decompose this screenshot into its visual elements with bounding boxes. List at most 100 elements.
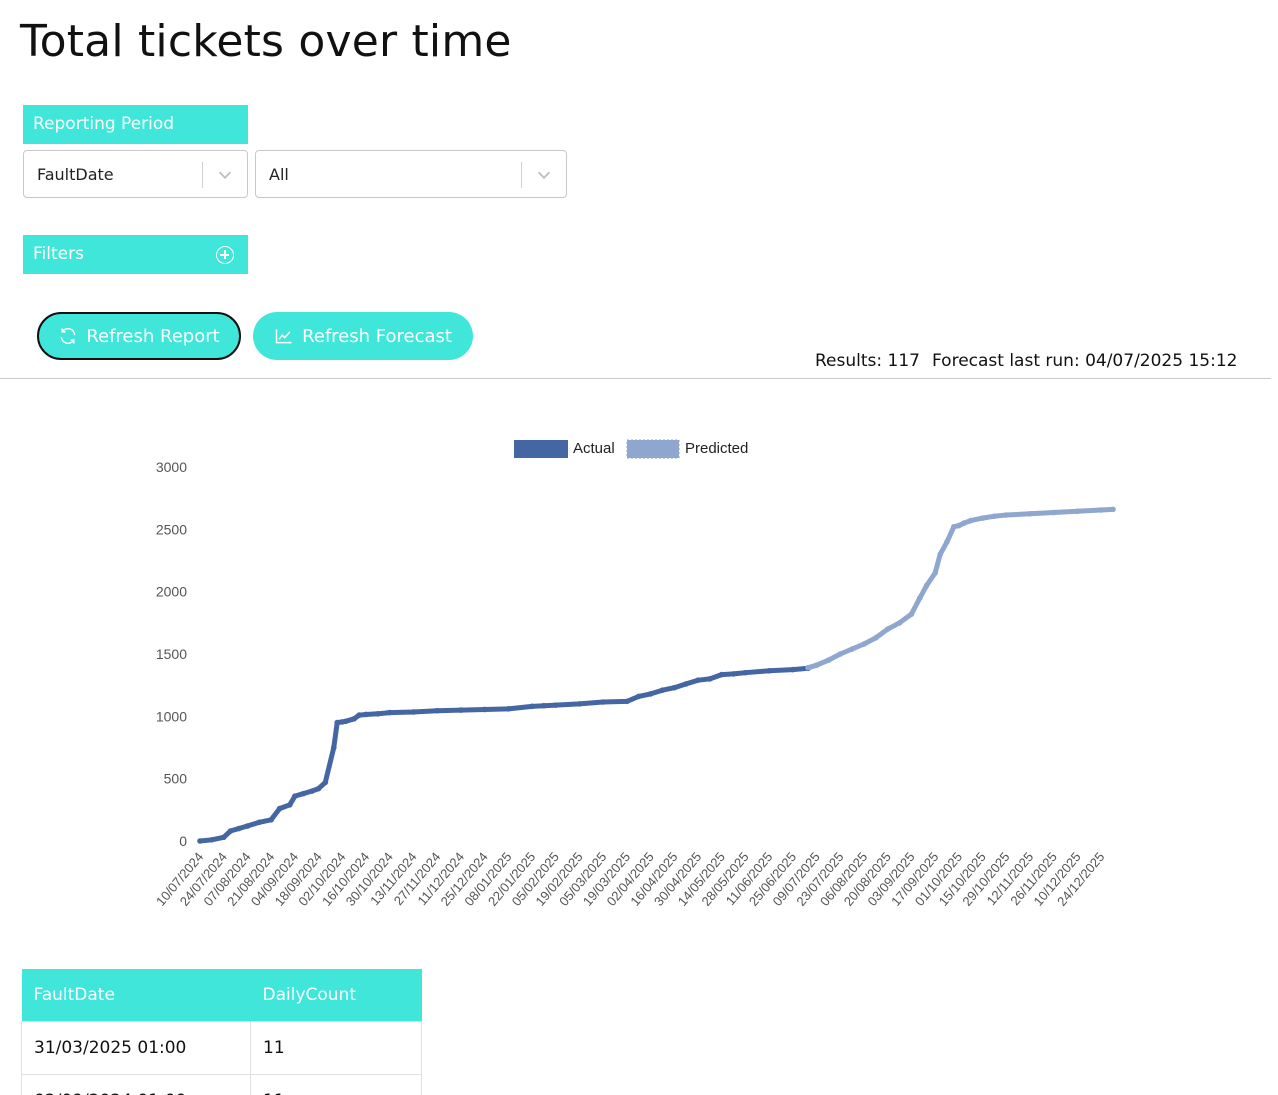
refresh-icon	[60, 327, 76, 345]
divider	[0, 378, 1271, 379]
refresh-report-label: Refresh Report	[86, 325, 220, 347]
data-point-predicted	[837, 651, 844, 657]
data-point-actual	[600, 699, 606, 705]
data-point-predicted	[979, 515, 986, 521]
data-point-actual	[363, 711, 369, 718]
data-point-actual	[434, 707, 440, 714]
data-point-actual	[276, 805, 283, 812]
data-point-predicted	[956, 522, 962, 529]
data-point-predicted	[884, 626, 891, 632]
data-point-actual	[386, 709, 393, 716]
chevron-down-icon[interactable]	[216, 166, 234, 184]
column-header-dailycount[interactable]: DailyCount	[250, 969, 422, 1021]
page-title: Total tickets over time	[20, 16, 512, 67]
data-point-actual	[356, 712, 363, 718]
y-tick-label: 500	[164, 771, 188, 787]
add-filter-icon[interactable]	[216, 246, 234, 264]
data-point-predicted	[1098, 507, 1104, 513]
data-point-actual	[315, 785, 322, 792]
refresh-report-button[interactable]: Refresh Report	[37, 312, 241, 360]
data-point-actual	[671, 684, 678, 691]
results-count: Results: 117	[815, 351, 920, 371]
series-line-predicted	[805, 506, 1116, 671]
data-point-actual	[742, 669, 749, 676]
data-point-actual	[659, 687, 666, 693]
data-point-actual	[300, 790, 307, 797]
trend-chart-icon	[275, 329, 292, 344]
data-point-actual	[351, 716, 357, 722]
y-tick-label: 2500	[156, 521, 187, 537]
table-cell-faultdate: 31/03/2025 01:00	[21, 1020, 251, 1075]
chevron-down-icon[interactable]	[535, 166, 553, 184]
table-row: 31/03/2025 01:00 11	[21, 1020, 422, 1075]
data-point-predicted	[932, 570, 938, 576]
data-point-actual	[227, 828, 234, 834]
y-tick-label: 0	[179, 833, 187, 849]
data-point-predicted	[825, 657, 832, 664]
legend-swatch-predicted	[626, 439, 680, 459]
data-point-predicted	[991, 513, 998, 520]
data-point-actual	[292, 793, 298, 799]
data-point-predicted	[1027, 510, 1033, 517]
filters-label: Filters	[33, 244, 84, 264]
data-point-predicted	[813, 662, 820, 669]
table-header-row: FaultDate DailyCount	[21, 969, 422, 1021]
y-tick-label: 1500	[156, 646, 187, 662]
data-point-predicted	[1050, 509, 1057, 516]
data-point-actual	[481, 706, 488, 713]
data-point-actual	[730, 671, 737, 677]
data-point-predicted	[923, 582, 930, 589]
data-point-predicted	[944, 539, 950, 545]
data-point-predicted	[1074, 508, 1081, 515]
data-point-actual	[458, 707, 464, 713]
data-point-predicted	[967, 517, 974, 524]
table-row: 02/09/2024 01:00 11	[21, 1073, 422, 1095]
table-cell-dailycount: 11	[250, 1073, 422, 1095]
data-point-actual	[220, 834, 227, 841]
table-cell-faultdate: 02/09/2024 01:00	[21, 1073, 251, 1095]
data-point-actual	[286, 802, 293, 808]
legend-swatch-actual	[514, 440, 568, 458]
forecast-last-run: Forecast last run: 04/07/2025 15:12	[932, 351, 1238, 371]
data-point-predicted	[1003, 512, 1010, 518]
column-header-faultdate[interactable]: FaultDate	[21, 969, 251, 1021]
data-point-actual	[342, 718, 349, 725]
reporting-period-header[interactable]: Reporting Period	[23, 105, 248, 144]
tickets-line-chart: Actual Predicted 0 500 1000 1500 2000 2500 300…	[153, 439, 1116, 909]
data-point-actual	[322, 779, 329, 786]
data-point-actual	[647, 691, 654, 697]
y-tick-label: 1000	[156, 708, 187, 724]
data-point-actual	[718, 671, 725, 678]
data-point-actual	[624, 698, 630, 705]
data-point-actual	[635, 693, 642, 700]
series-line-actual	[197, 665, 811, 844]
data-point-actual	[541, 702, 547, 709]
data-point-actual	[790, 666, 796, 673]
data-point-actual	[331, 744, 337, 751]
data-point-predicted	[908, 611, 915, 617]
select-separator	[202, 162, 203, 188]
data-point-actual	[334, 719, 341, 726]
data-point-actual	[236, 825, 242, 832]
legend-label-actual: Actual	[573, 440, 615, 457]
refresh-forecast-label: Refresh Forecast	[302, 325, 452, 347]
data-point-predicted	[896, 620, 903, 626]
period-range-value: All	[269, 165, 289, 184]
period-range-select[interactable]: All	[255, 150, 567, 198]
data-point-actual	[375, 711, 381, 717]
data-point-actual	[505, 706, 512, 712]
y-tick-label: 2000	[156, 584, 187, 600]
data-point-actual	[766, 668, 772, 674]
refresh-forecast-button[interactable]: Refresh Forecast	[253, 312, 473, 360]
data-point-actual	[707, 676, 713, 682]
filters-header[interactable]: Filters	[23, 235, 248, 274]
table-cell-dailycount: 11	[250, 1020, 422, 1075]
data-point-actual	[256, 819, 263, 826]
date-field-select[interactable]: FaultDate	[23, 150, 248, 198]
data-point-predicted	[950, 524, 957, 530]
data-point-actual	[529, 703, 535, 710]
data-point-actual	[308, 788, 315, 794]
data-point-predicted	[873, 634, 879, 641]
data-point-actual	[576, 701, 583, 707]
data-point-predicted	[849, 646, 855, 652]
